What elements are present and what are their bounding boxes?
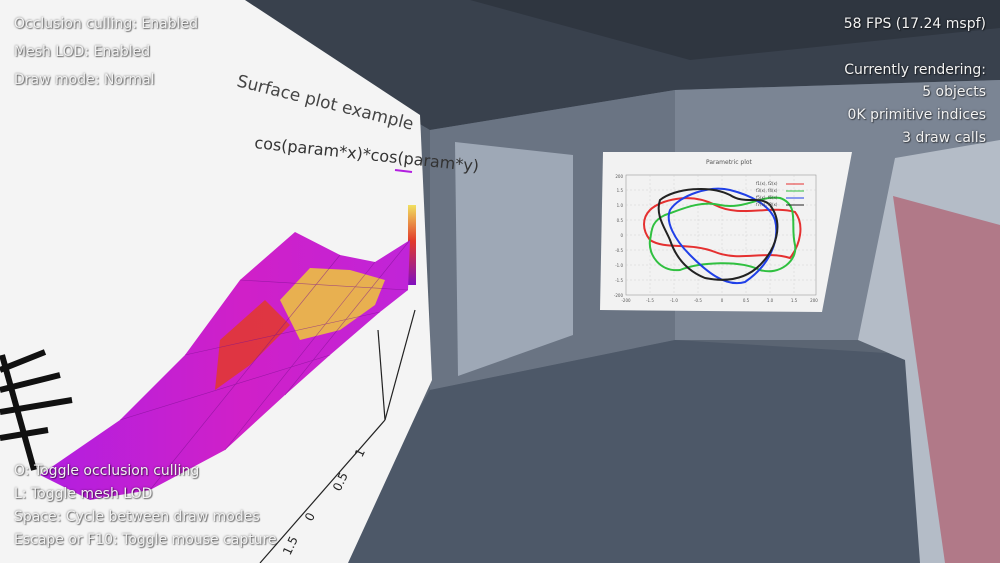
parametric-plot-x-ticks: -200 -1.5 -1.0 -0.5 0 0.5 1.0 1.5 200 (621, 298, 818, 303)
x-tick-label: -200 (621, 298, 631, 303)
rendering-objects: 5 objects (922, 84, 986, 100)
legend-label: f5(x), f6(x) (756, 195, 778, 200)
occlusion-culling-status: Occlusion culling: Enabled (14, 16, 198, 32)
parametric-plot-y-ticks: 200 1.5 1.0 0.5 0 -0.5 -1.0 -1.5 -200 (614, 174, 624, 298)
ceiling-beam (470, 0, 1000, 60)
surface-plot-board (0, 0, 432, 563)
rendering-draw-calls: 3 draw calls (902, 130, 986, 146)
surface-ridge (215, 300, 290, 390)
y-tick-label: 200 (615, 174, 623, 179)
fps-counter: 58 FPS (17.24 mspf) (843, 16, 986, 32)
curve-black (657, 188, 779, 281)
parametric-plot-curves (643, 187, 802, 285)
y-tick-label: -1.0 (615, 263, 623, 268)
legend-label: f3(x), f4(x) (756, 188, 778, 193)
control-hint-mesh-lod: L: Toggle mesh LOD (14, 486, 153, 502)
x-tick-label: -1.5 (646, 298, 654, 303)
x-tick-label: 1.5 (791, 298, 798, 303)
parametric-plot-board (600, 152, 852, 312)
y-tick-label: 1.0 (617, 203, 624, 208)
parametric-plot-title: Parametric plot (706, 159, 753, 166)
surface-plot-colorbar (408, 205, 416, 285)
x-tick-label: 1.0 (767, 298, 774, 303)
x-tick-label: -1.0 (670, 298, 678, 303)
surface-grid (119, 239, 411, 491)
control-hint-draw-mode: Space: Cycle between draw modes (14, 509, 260, 525)
parametric-plot: Parametric plot f1(x), f2(x) f3(x), f4(x… (614, 159, 818, 303)
wall-panel-left (455, 142, 573, 376)
curve-green (648, 196, 797, 273)
surface-plot-axes (259, 309, 416, 563)
x-tick-label: 0 (721, 298, 724, 303)
x-tick-label: -0.5 (694, 298, 702, 303)
parametric-plot-legend: f1(x), f2(x) f3(x), f4(x) f5(x), f6(x) f… (756, 181, 804, 207)
y-tick-label: 1.5 (617, 188, 624, 193)
surface-plot-legend-swatch (394, 169, 413, 173)
floor (330, 340, 1000, 563)
x-tick-label: 200 (810, 298, 818, 303)
draw-mode-status: Draw mode: Normal (14, 72, 155, 88)
red-light-beam (893, 196, 1000, 563)
surface-plot-foreground-ticks (0, 349, 73, 471)
surface-peak (280, 268, 385, 340)
legend-label: f7(x), f8(x) (756, 202, 778, 207)
mesh-lod-status: Mesh LOD: Enabled (14, 44, 151, 60)
y-tick-label: -1.5 (615, 278, 623, 283)
control-hint-mouse-capture: Escape or F10: Toggle mouse capture (14, 532, 277, 548)
legend-label: f1(x), f2(x) (756, 181, 778, 186)
y-tick-label: -200 (614, 293, 624, 298)
y-tick-label: 0.5 (617, 218, 624, 223)
control-hint-occlusion: O: Toggle occlusion culling (14, 463, 200, 479)
x-tick-label: 0.5 (743, 298, 750, 303)
rendering-primitive-indices: 0K primitive indices (847, 107, 986, 123)
y-tick-label: 0 (620, 233, 623, 238)
y-tick-label: -0.5 (615, 248, 623, 253)
rendering-header: Currently rendering: (844, 62, 986, 78)
